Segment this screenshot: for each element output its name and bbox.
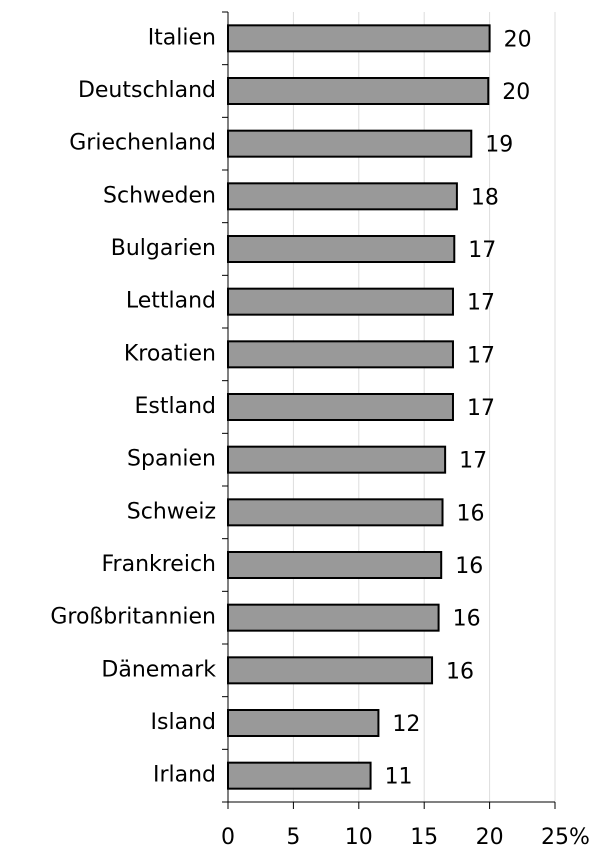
y-tick-label: Großbritannien <box>50 605 216 630</box>
bar <box>227 445 447 474</box>
y-tick-label: Kroatien <box>124 341 216 366</box>
value-label: 18 <box>471 185 499 210</box>
x-tick-label: 25% <box>541 825 590 850</box>
value-label: 12 <box>392 712 420 737</box>
x-tick-label: 15 <box>410 825 438 850</box>
bar <box>227 761 372 790</box>
x-tick-label: 10 <box>345 825 373 850</box>
value-label: 19 <box>485 133 513 158</box>
x-tick-label: 20 <box>476 825 504 850</box>
bar <box>227 709 380 737</box>
bar <box>227 656 434 685</box>
bar <box>227 340 454 369</box>
y-tick-label: Estland <box>135 394 217 419</box>
bar <box>227 287 454 316</box>
value-label: 17 <box>467 343 495 368</box>
y-tick-label: Deutschland <box>78 78 216 103</box>
value-label: 16 <box>446 659 474 684</box>
value-label: 17 <box>467 291 495 316</box>
y-tick-label: Lettland <box>126 289 216 314</box>
value-label: 16 <box>457 501 485 526</box>
value-label: 17 <box>468 238 496 263</box>
bar <box>227 129 473 158</box>
bar <box>227 235 456 263</box>
x-tick-label: 0 <box>221 825 235 850</box>
bar <box>227 498 444 527</box>
bar <box>227 77 490 105</box>
bar <box>227 393 454 421</box>
y-tick-label: Dänemark <box>101 657 216 682</box>
value-label: 16 <box>453 607 481 632</box>
value-label: 17 <box>459 449 487 474</box>
y-tick-label: Schweiz <box>127 499 216 524</box>
bar <box>227 24 491 53</box>
value-label: 20 <box>504 27 532 52</box>
bar <box>227 551 443 579</box>
y-tick-label: Island <box>151 710 216 735</box>
y-tick-label: Irland <box>153 763 216 788</box>
bar <box>227 182 458 211</box>
y-tick-label: Griechenland <box>69 131 216 156</box>
x-tick-label: 5 <box>286 825 300 850</box>
y-tick-label: Frankreich <box>101 552 216 577</box>
value-label: 20 <box>502 80 530 105</box>
value-label: 16 <box>455 554 483 579</box>
value-label: 17 <box>467 396 495 421</box>
value-label: 11 <box>385 765 413 790</box>
y-tick-label: Spanien <box>127 447 216 472</box>
y-tick-label: Italien <box>148 25 216 50</box>
y-tick-label: Bulgarien <box>111 236 216 261</box>
bar <box>227 603 440 632</box>
y-tick-label: Schweden <box>103 183 216 208</box>
